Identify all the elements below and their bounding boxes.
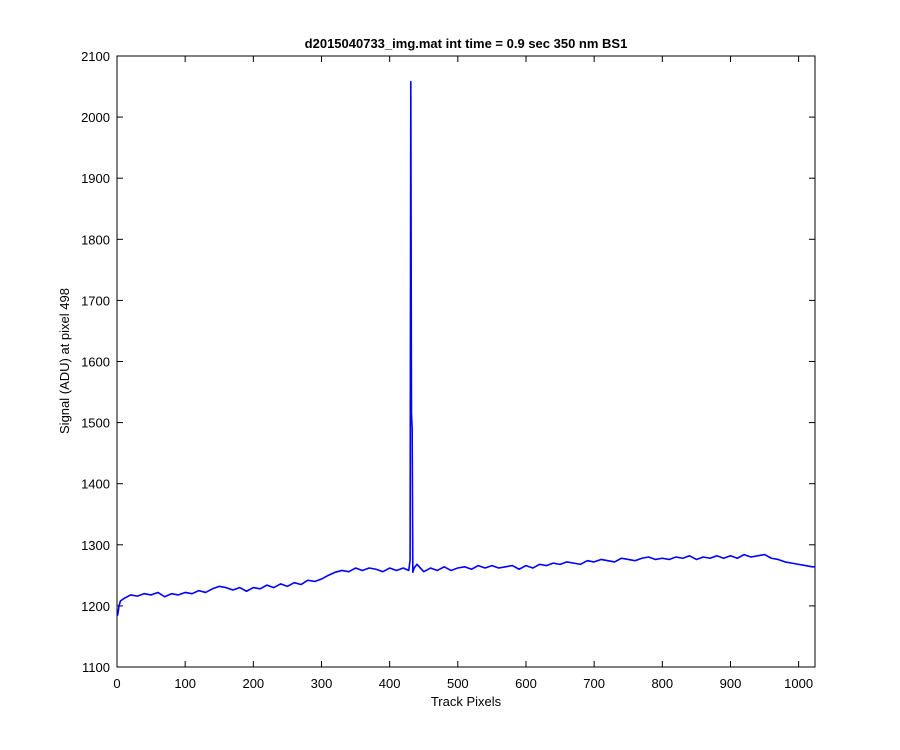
x-tick-label: 0	[113, 676, 120, 691]
x-tick-label: 400	[379, 676, 401, 691]
x-tick-label: 800	[651, 676, 673, 691]
series-group	[116, 80, 815, 616]
x-axis-ticks: 0 100 200 300 400 500 600 700 800 900 1000	[113, 56, 813, 691]
axes-box	[116, 55, 816, 668]
x-tick-label: 100	[174, 676, 196, 691]
y-tick-label: 1100	[82, 660, 110, 675]
x-tick-label: 900	[720, 676, 742, 691]
y-tick-label: 1400	[81, 477, 110, 492]
y-tick-label: 1600	[81, 355, 110, 370]
y-axis-ticks: 1100 1200 1300 1400 1500 1600 1700 1800 1900 2000…	[81, 49, 815, 675]
y-tick-label: 2100	[81, 49, 110, 64]
series-line	[116, 80, 815, 616]
y-tick-label: 1500	[81, 416, 110, 431]
x-axis-label: Track Pixels	[431, 694, 502, 709]
y-tick-label: 1800	[81, 232, 110, 247]
x-tick-label: 600	[515, 676, 537, 691]
y-tick-label: 1300	[81, 538, 110, 553]
y-tick-label: 1200	[81, 599, 110, 614]
y-tick-label: 2000	[81, 110, 110, 125]
chart-title: d2015040733_img.mat int time = 0.9 sec 3…	[305, 36, 628, 51]
y-tick-label: 1700	[81, 293, 110, 308]
plot-area: 0 100 200 300 400 500 600 700 800 900 1000 1100 120…	[81, 49, 816, 691]
y-tick-label: 1900	[81, 171, 110, 186]
x-tick-label: 500	[447, 676, 469, 691]
x-tick-label: 300	[311, 676, 333, 691]
x-tick-label: 200	[242, 676, 264, 691]
x-tick-label: 1000	[784, 676, 813, 691]
x-tick-label: 700	[583, 676, 605, 691]
y-axis-label: Signal (ADU) at pixel 498	[57, 288, 72, 434]
